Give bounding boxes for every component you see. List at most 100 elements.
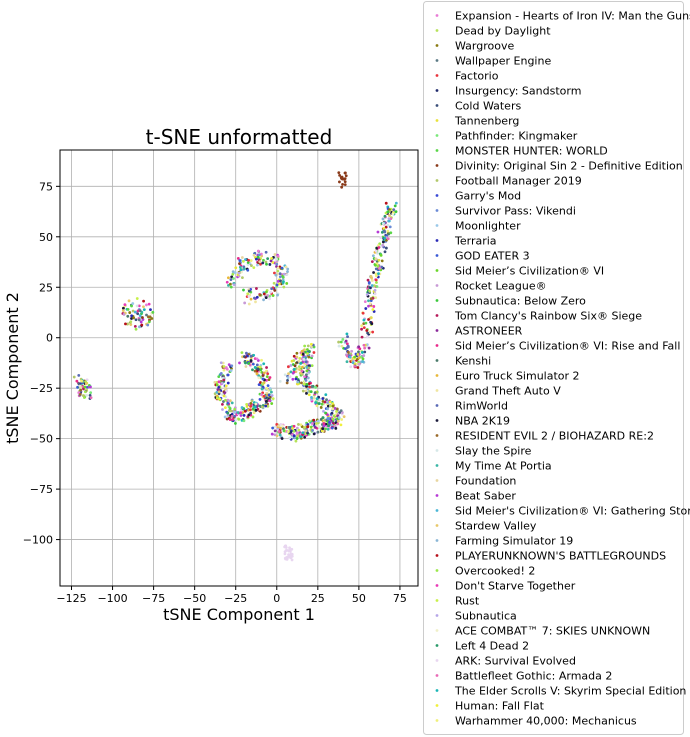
data-point bbox=[257, 253, 261, 257]
data-point bbox=[288, 546, 291, 550]
data-point bbox=[335, 407, 339, 411]
data-point bbox=[304, 360, 308, 364]
data-point bbox=[338, 174, 342, 177]
data-point bbox=[303, 435, 307, 439]
data-point bbox=[361, 360, 365, 363]
data-point bbox=[363, 300, 367, 304]
data-point bbox=[333, 406, 337, 410]
legend-entry: Rust bbox=[455, 595, 480, 608]
data-point bbox=[130, 314, 134, 318]
data-point bbox=[288, 436, 292, 440]
legend-marker bbox=[435, 704, 439, 707]
data-point bbox=[312, 418, 316, 422]
data-point bbox=[337, 344, 341, 348]
data-point bbox=[255, 372, 259, 376]
data-point bbox=[292, 424, 296, 428]
data-point bbox=[380, 265, 384, 269]
data-point bbox=[122, 313, 126, 316]
legend-entry: Subnautica: Below Zero bbox=[455, 295, 586, 308]
data-point bbox=[310, 385, 314, 388]
x-axis-title: tSNE Component 1 bbox=[163, 605, 315, 624]
data-point bbox=[219, 361, 223, 365]
data-point bbox=[245, 402, 249, 406]
data-point bbox=[286, 430, 290, 434]
data-point bbox=[360, 335, 364, 339]
data-point bbox=[246, 292, 250, 296]
data-point bbox=[382, 227, 386, 230]
legend-marker bbox=[435, 389, 439, 392]
data-point bbox=[372, 271, 375, 274]
data-point bbox=[287, 425, 291, 429]
data-point bbox=[243, 301, 247, 305]
data-point bbox=[388, 214, 391, 217]
data-point bbox=[282, 272, 286, 276]
legend-marker bbox=[435, 569, 439, 572]
data-point bbox=[241, 259, 245, 263]
data-point bbox=[323, 400, 327, 404]
data-point bbox=[370, 284, 374, 287]
data-point bbox=[346, 350, 350, 354]
data-point bbox=[311, 429, 314, 432]
data-point bbox=[281, 424, 284, 428]
data-point bbox=[326, 404, 330, 408]
y-tick-label: −100 bbox=[23, 534, 53, 547]
data-point bbox=[251, 415, 255, 419]
data-point bbox=[301, 431, 305, 435]
legend-marker bbox=[435, 254, 439, 257]
data-point bbox=[305, 369, 309, 373]
legend-entry: ASTRONEER bbox=[455, 325, 523, 338]
data-point bbox=[336, 419, 340, 423]
data-point bbox=[273, 253, 277, 256]
data-point bbox=[357, 350, 360, 354]
data-point bbox=[375, 251, 379, 255]
legend-entry: RimWorld bbox=[455, 400, 508, 413]
data-point bbox=[381, 222, 385, 226]
data-point bbox=[131, 302, 135, 305]
data-point bbox=[232, 277, 235, 280]
data-point bbox=[267, 378, 271, 382]
data-point bbox=[251, 407, 255, 411]
data-point bbox=[387, 219, 391, 223]
data-point bbox=[306, 352, 309, 356]
data-point bbox=[298, 368, 302, 372]
data-point bbox=[326, 401, 330, 405]
data-point bbox=[145, 303, 148, 307]
data-point bbox=[345, 332, 349, 336]
data-point bbox=[383, 236, 387, 240]
data-point bbox=[374, 296, 378, 300]
data-point bbox=[300, 381, 303, 385]
data-point bbox=[136, 309, 140, 313]
data-point bbox=[238, 259, 242, 262]
data-point bbox=[324, 427, 327, 431]
data-point bbox=[296, 380, 300, 384]
data-point bbox=[344, 174, 348, 178]
data-point bbox=[88, 394, 92, 397]
data-point bbox=[358, 362, 361, 366]
legend-marker bbox=[435, 479, 439, 482]
data-point bbox=[234, 266, 238, 270]
legend-entry: Slay the Spire bbox=[455, 445, 532, 458]
data-point bbox=[215, 390, 219, 394]
data-point bbox=[282, 280, 285, 284]
data-point bbox=[321, 416, 325, 419]
data-point bbox=[327, 424, 330, 428]
legend-marker bbox=[435, 554, 439, 557]
data-point bbox=[265, 386, 269, 390]
data-point bbox=[240, 270, 243, 274]
data-point bbox=[254, 300, 257, 304]
data-point bbox=[281, 278, 285, 282]
data-point bbox=[264, 399, 268, 403]
legend-entry: Sid Meier’s Civilization® VI: Rise and F… bbox=[455, 340, 680, 353]
data-point bbox=[256, 367, 260, 371]
data-point bbox=[298, 356, 302, 360]
data-point bbox=[247, 289, 251, 293]
legend-entry: Stardew Valley bbox=[455, 520, 537, 533]
y-tick-label: −75 bbox=[30, 483, 53, 496]
data-point bbox=[294, 377, 298, 381]
data-point bbox=[89, 391, 93, 395]
data-point bbox=[85, 394, 88, 397]
data-point bbox=[230, 364, 234, 368]
data-point bbox=[264, 296, 268, 299]
data-point bbox=[368, 331, 372, 334]
data-point bbox=[215, 394, 219, 398]
